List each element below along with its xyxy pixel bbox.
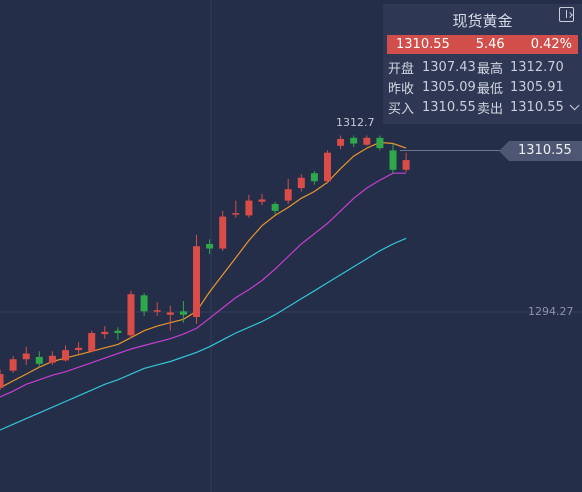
candle-body xyxy=(219,216,227,249)
bid-value: 1310.55 xyxy=(422,99,476,115)
open-label: 开盘 xyxy=(388,61,415,77)
candle-body xyxy=(337,138,345,146)
candle xyxy=(324,150,331,184)
candle xyxy=(376,135,384,151)
quote-row: 买入 1310.55 卖出 1310.55 xyxy=(383,97,582,117)
high-value: 1312.70 xyxy=(510,59,564,75)
instrument-title: 现货黄金 xyxy=(452,12,513,30)
quote-row: 昨收 1305.09 最低 1305.91 xyxy=(383,77,582,97)
high-label: 最高 xyxy=(477,61,504,77)
prev-close-value: 1305.09 xyxy=(422,79,476,95)
last-price: 1310.55 xyxy=(396,37,450,52)
candle-body xyxy=(75,347,83,351)
candle-body xyxy=(232,213,240,215)
candle xyxy=(48,351,56,365)
candle-body xyxy=(389,150,397,170)
price-change-percent: 0.42% xyxy=(530,37,572,52)
collapse-panel-icon[interactable] xyxy=(559,7,574,22)
candle xyxy=(363,135,371,146)
candle-body xyxy=(245,200,253,216)
candle xyxy=(9,355,17,373)
candle-body xyxy=(127,294,135,336)
candle xyxy=(75,342,83,354)
candle-body xyxy=(101,331,109,335)
quote-details: 开盘 1307.43 最高 1312.70 昨收 1305.09 最低 1305… xyxy=(383,57,582,117)
candle-body xyxy=(22,353,30,360)
candle-body xyxy=(376,137,384,149)
candle xyxy=(297,174,305,192)
candle-body xyxy=(402,160,410,170)
ma-short-line xyxy=(0,141,407,389)
candle xyxy=(62,345,69,362)
quote-row: 开盘 1307.43 最高 1312.70 xyxy=(383,57,582,77)
prev-close-label: 昨收 xyxy=(388,81,415,97)
ma-long-line xyxy=(0,237,407,431)
candle xyxy=(166,305,174,331)
candle xyxy=(350,135,358,147)
candle-body xyxy=(284,189,292,201)
current-price-tag: 1310.55 xyxy=(499,141,582,161)
price-change: 5.46 xyxy=(475,37,505,52)
candle-body xyxy=(62,350,69,361)
candle xyxy=(284,178,292,205)
candle-body xyxy=(297,177,305,189)
low-value: 1305.91 xyxy=(510,79,564,95)
candle xyxy=(337,135,345,150)
candle-body xyxy=(350,137,358,144)
candle-body xyxy=(193,246,200,318)
candle xyxy=(101,326,109,339)
high-price-label: 1312.7 xyxy=(336,116,375,129)
candle-body xyxy=(363,137,371,145)
ask-value: 1310.55 xyxy=(510,99,564,115)
chevron-down-icon[interactable] xyxy=(569,99,580,110)
candle-body xyxy=(310,173,318,182)
y-axis-tick-label: 1294.27 xyxy=(528,305,574,318)
candle-body xyxy=(271,204,279,211)
candle xyxy=(310,170,318,185)
candle xyxy=(402,152,410,173)
candle xyxy=(22,346,30,365)
candle-body xyxy=(153,310,161,312)
candle xyxy=(35,351,43,368)
candle xyxy=(271,201,279,215)
ask-label: 卖出 xyxy=(477,101,504,117)
candle-body xyxy=(206,243,214,249)
candle-body xyxy=(0,374,4,388)
candle xyxy=(245,194,253,218)
candle xyxy=(0,369,4,391)
candle-body xyxy=(35,356,43,364)
low-label: 最低 xyxy=(477,81,504,97)
candle xyxy=(140,293,148,316)
candle xyxy=(389,143,397,174)
open-value: 1307.43 xyxy=(422,59,476,75)
candle xyxy=(127,290,135,338)
candle-body xyxy=(166,312,174,315)
candle xyxy=(114,327,122,340)
candle xyxy=(232,200,240,218)
candle-body xyxy=(324,152,331,182)
candle xyxy=(206,239,214,255)
candle xyxy=(179,301,187,323)
candle-body xyxy=(258,199,266,202)
candle xyxy=(193,234,200,324)
candle xyxy=(219,210,227,251)
candle xyxy=(258,193,266,206)
bid-label: 买入 xyxy=(388,101,415,117)
quote-panel: 现货黄金 1310.55 5.46 0.42% 开盘 1307.43 最高 13… xyxy=(383,4,582,124)
candle-body xyxy=(140,295,148,312)
candle-body xyxy=(114,330,122,333)
candle-body xyxy=(179,311,187,315)
quote-summary-bar: 1310.55 5.46 0.42% xyxy=(387,35,578,54)
candle xyxy=(153,302,161,316)
candle-body xyxy=(88,332,96,352)
ma-mid-line xyxy=(0,172,407,398)
candle xyxy=(88,330,96,353)
candle-body xyxy=(9,359,17,371)
candle-body xyxy=(48,355,56,363)
